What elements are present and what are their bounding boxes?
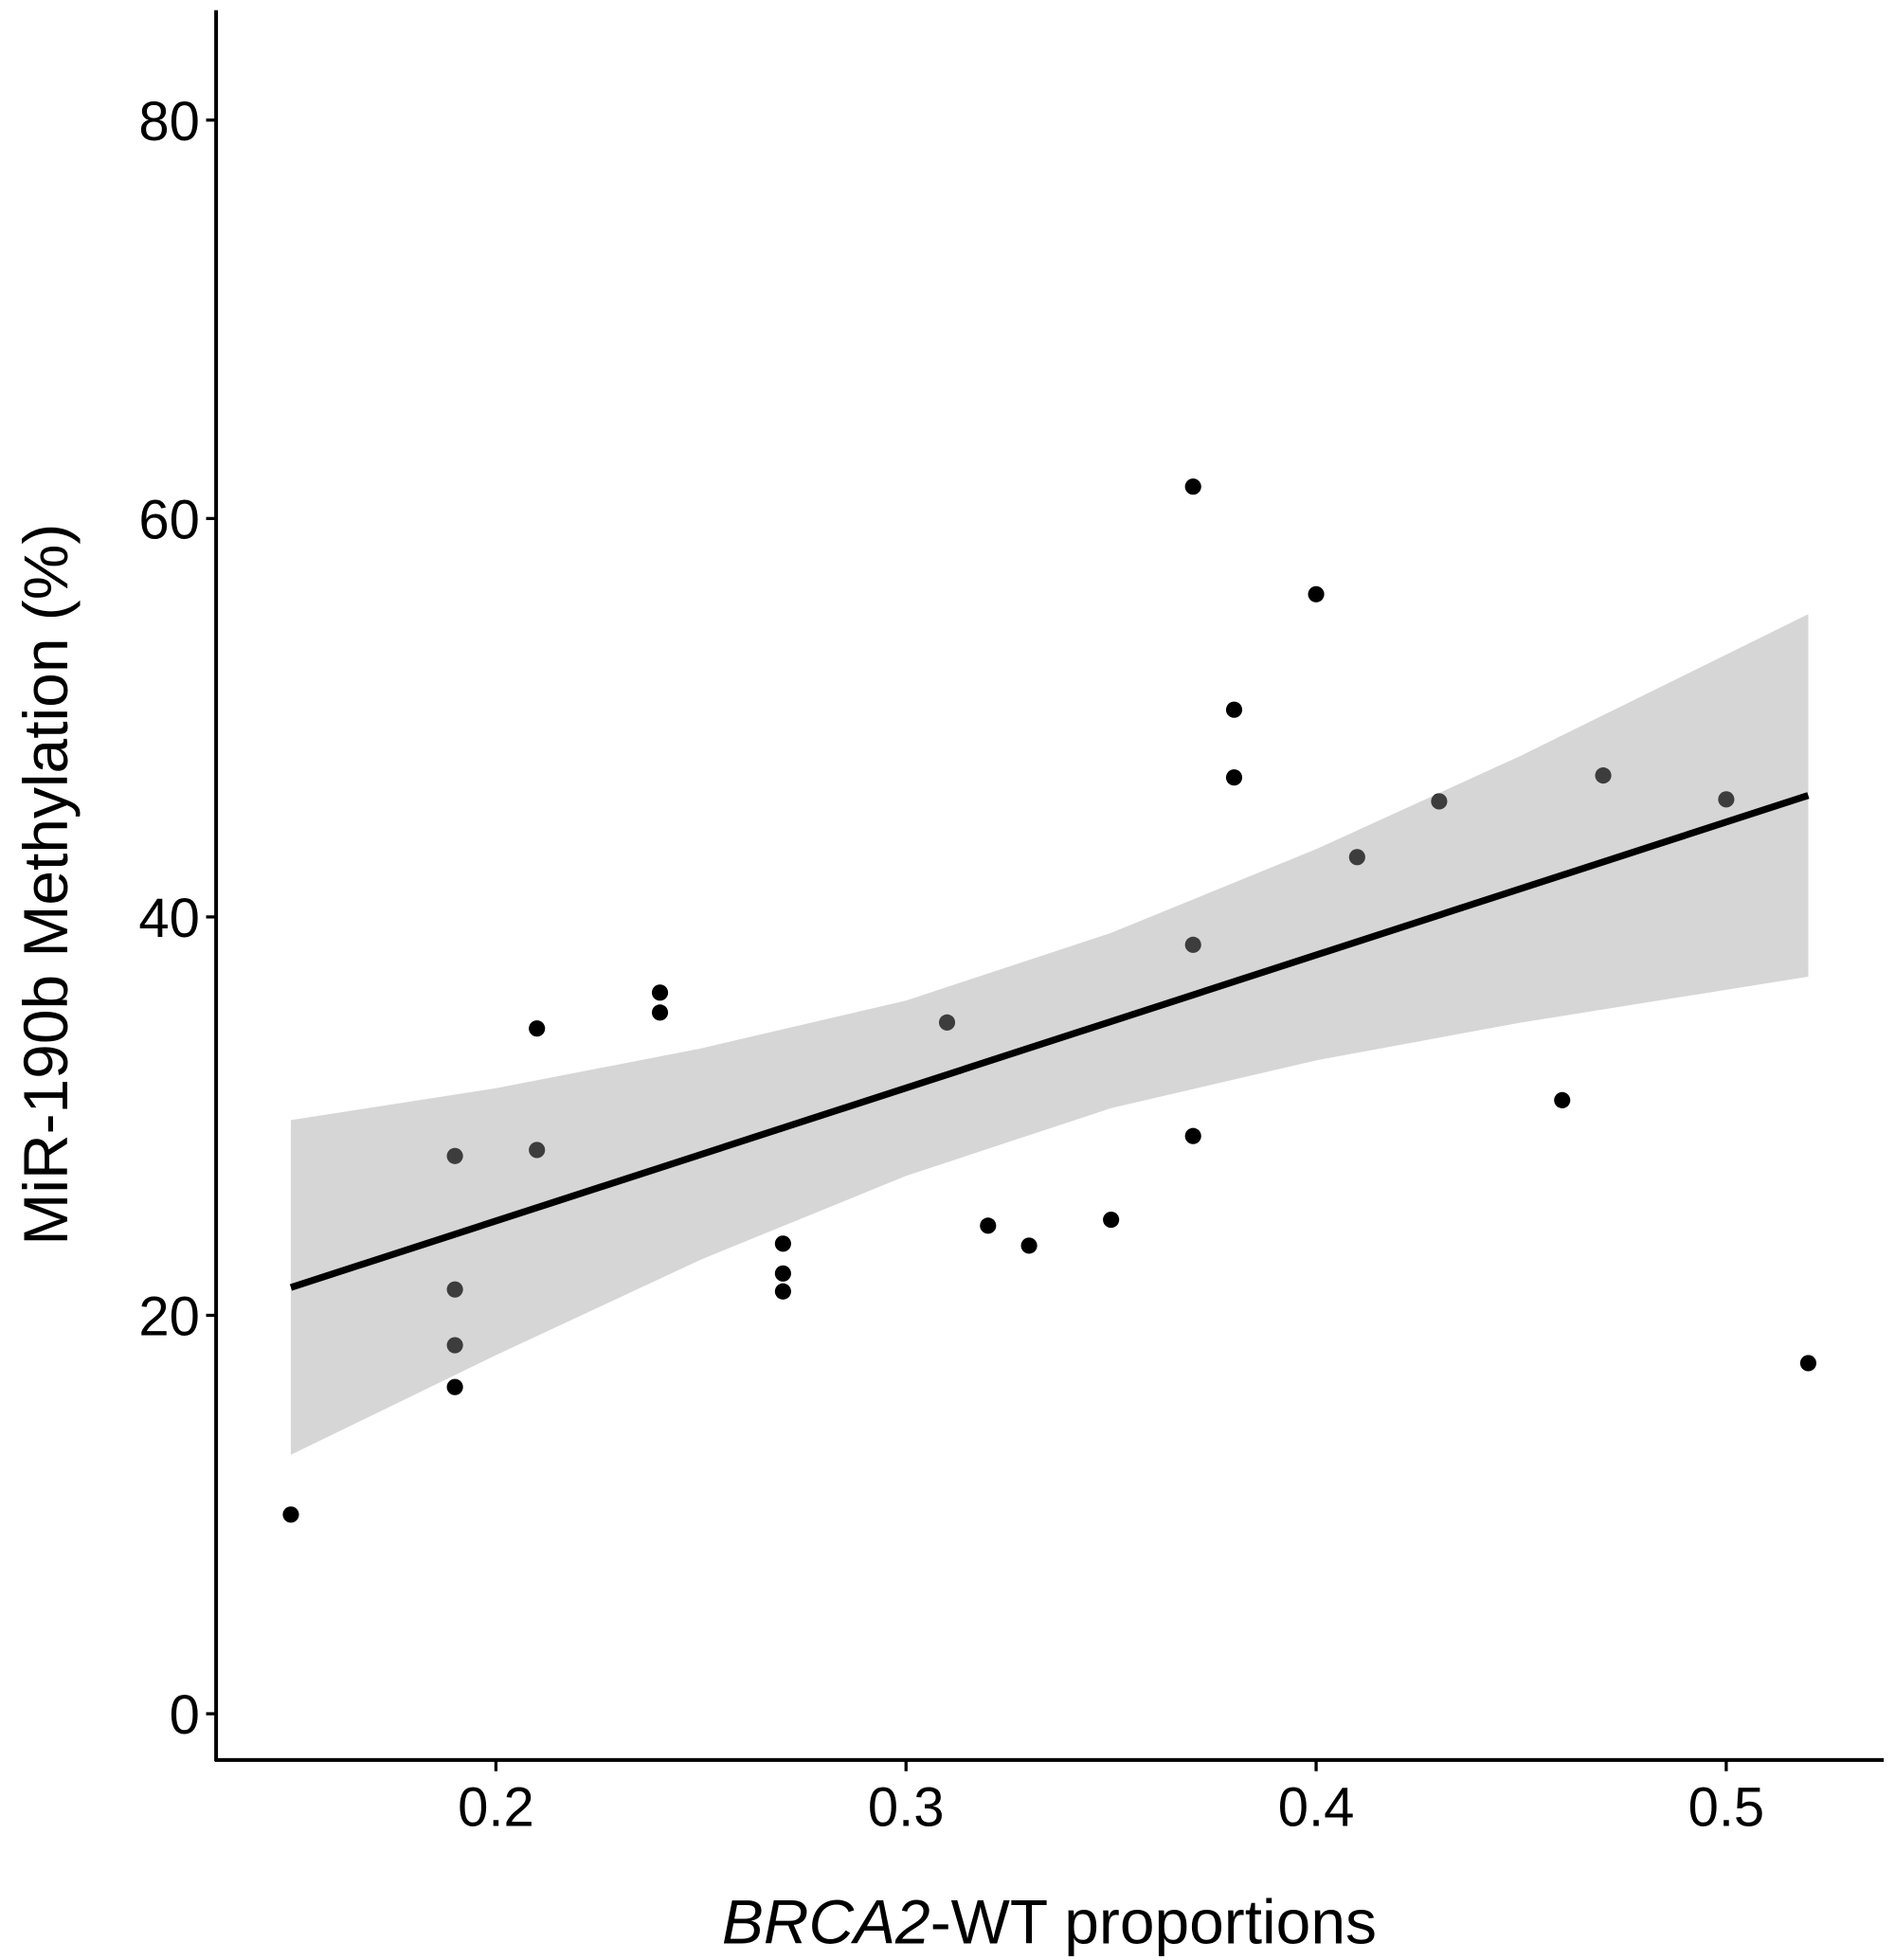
- data-point: [529, 1020, 546, 1037]
- data-point: [1718, 791, 1735, 808]
- y-axis-title: MiR-190b Methylation (%): [10, 524, 81, 1246]
- x-axis-title-rest: -WT proportions: [930, 1887, 1377, 1957]
- data-point: [1225, 769, 1243, 786]
- data-point: [1554, 1091, 1571, 1108]
- data-point: [774, 1283, 791, 1300]
- data-point: [1348, 849, 1365, 866]
- data-point: [282, 1506, 299, 1523]
- data-point: [446, 1378, 463, 1395]
- data-point: [1020, 1237, 1038, 1254]
- data-point: [1431, 793, 1448, 810]
- x-tick-label: 0.3: [868, 1777, 945, 1839]
- x-axis-title: BRCA2-WT proportions: [722, 1887, 1377, 1957]
- data-point: [1184, 1127, 1201, 1144]
- data-point: [1184, 936, 1201, 953]
- x-ticks: 0.2 0.3 0.4 0.5: [458, 1759, 1765, 1839]
- data-point: [1103, 1211, 1120, 1229]
- y-tick-label: 0: [170, 1684, 200, 1746]
- y-tick-label: 80: [138, 91, 200, 153]
- data-point: [651, 984, 669, 1001]
- data-point: [774, 1235, 791, 1252]
- x-tick-label: 0.2: [458, 1777, 534, 1839]
- data-point: [1595, 767, 1612, 784]
- confidence-band: [290, 614, 1809, 1455]
- data-point: [980, 1217, 997, 1234]
- y-ticks: 0 20 40 60 80: [138, 91, 217, 1746]
- data-point: [938, 1014, 956, 1031]
- points-layer: [282, 478, 1817, 1523]
- data-point: [446, 1281, 463, 1298]
- y-tick-label: 40: [138, 888, 200, 949]
- data-point: [1799, 1355, 1817, 1372]
- data-point: [1225, 701, 1243, 718]
- data-point: [1184, 478, 1201, 495]
- x-tick-label: 0.5: [1688, 1777, 1765, 1839]
- data-point: [651, 1004, 669, 1021]
- data-point: [1308, 585, 1325, 602]
- y-tick-label: 60: [138, 489, 200, 550]
- x-tick-label: 0.4: [1278, 1777, 1355, 1839]
- x-axis-title-italic: BRCA2: [722, 1887, 930, 1957]
- data-point: [529, 1142, 546, 1159]
- regression-line: [289, 792, 1810, 1291]
- y-tick-label: 20: [138, 1286, 200, 1348]
- data-point: [446, 1337, 463, 1354]
- data-point: [774, 1265, 791, 1282]
- data-point: [446, 1147, 463, 1164]
